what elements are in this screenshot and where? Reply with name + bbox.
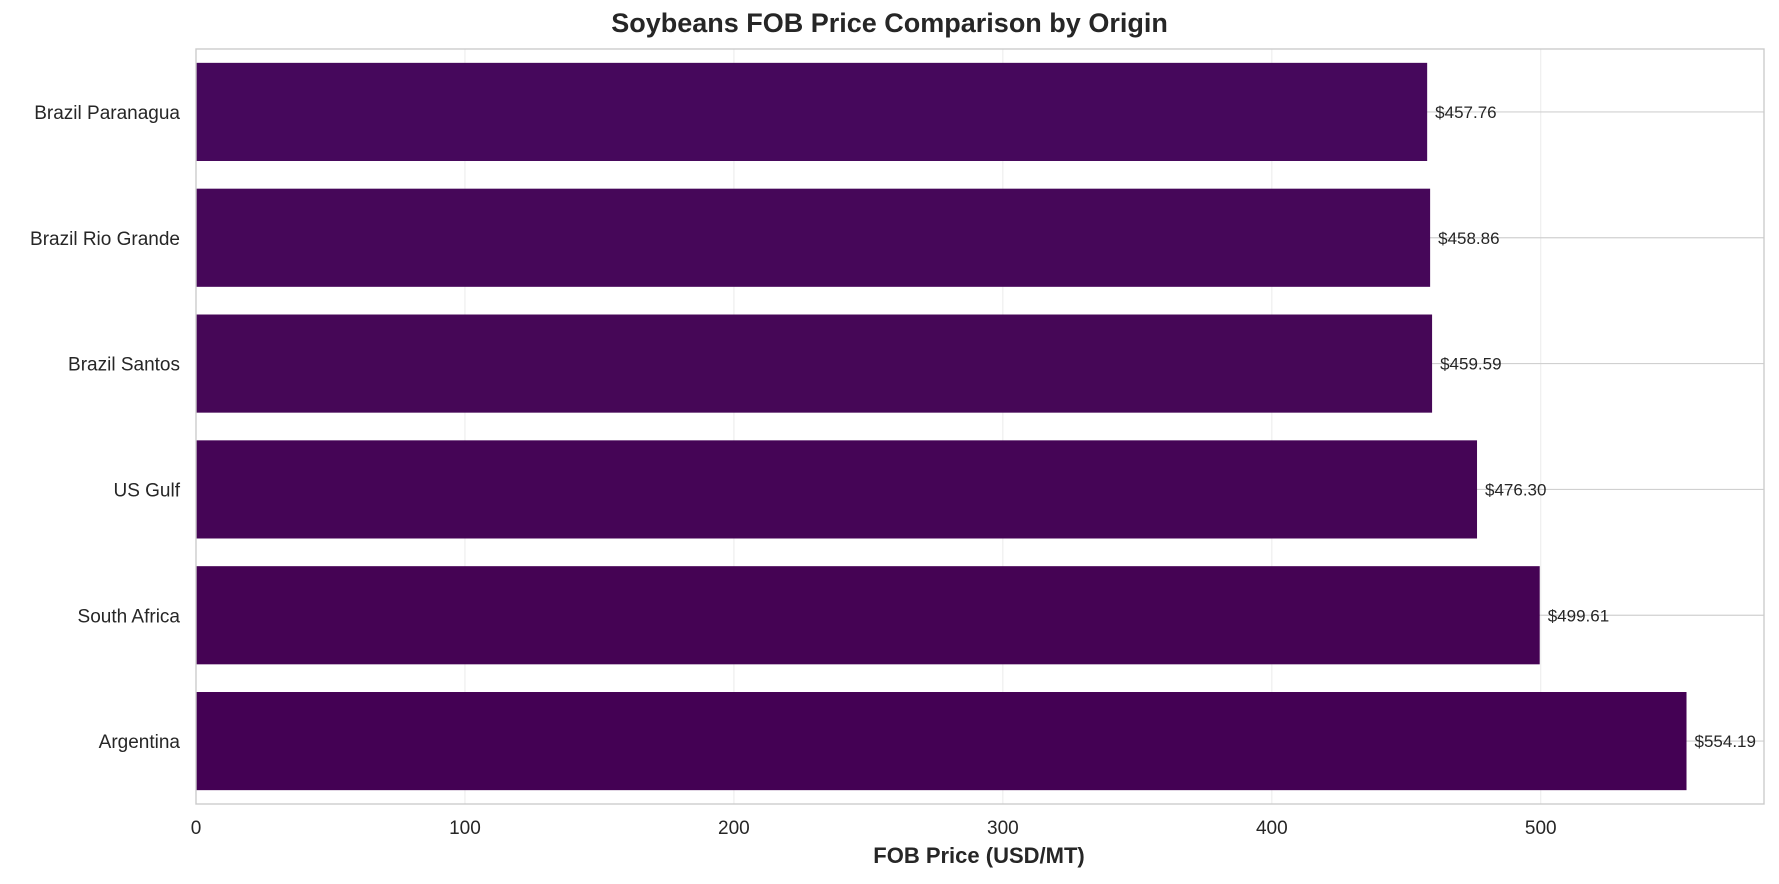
y-tick-label: Argentina [99,732,181,753]
x-tick-label: 500 [1525,818,1557,839]
bar [196,188,1431,287]
chart-title: Soybeans FOB Price Comparison by Origin [611,8,1168,38]
data-label: $499.61 [1548,606,1609,625]
data-label: $459.59 [1440,355,1501,374]
bar [196,692,1687,791]
x-tick-label: 100 [449,818,481,839]
data-label: $458.86 [1438,229,1499,248]
data-label: $476.30 [1485,480,1546,499]
x-tick-label: 200 [718,818,750,839]
bar [196,440,1478,539]
bar [196,566,1540,665]
data-label: $457.76 [1435,103,1496,122]
y-tick-label: Brazil Rio Grande [30,229,180,250]
x-tick-label: 400 [1256,818,1288,839]
bar [196,314,1433,413]
y-tick-label: Brazil Santos [68,355,180,376]
y-tick-label: Brazil Paranagua [34,103,180,124]
data-label: $554.19 [1695,732,1756,751]
x-axis-label: FOB Price (USD/MT) [873,843,1085,868]
y-tick-label: US Gulf [113,480,180,501]
bar [196,62,1428,161]
y-tick-label: South Africa [78,606,181,627]
x-tick-label: 300 [987,818,1019,839]
x-tick-label: 0 [191,818,202,839]
plot-frame [195,48,1765,805]
